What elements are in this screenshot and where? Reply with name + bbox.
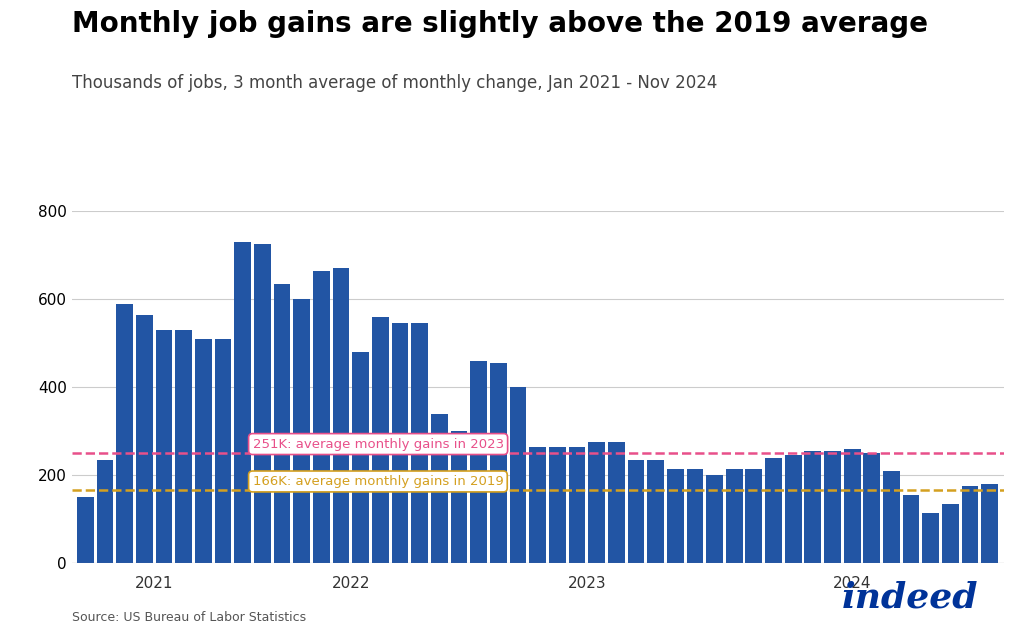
Text: Source: US Bureau of Labor Statistics: Source: US Bureau of Labor Statistics bbox=[72, 611, 306, 624]
Bar bbox=[805, 451, 821, 563]
Bar bbox=[77, 497, 94, 563]
Text: 2022: 2022 bbox=[332, 576, 370, 591]
Text: Monthly job gains are slightly above the 2019 average: Monthly job gains are slightly above the… bbox=[72, 10, 928, 38]
Text: Thousands of jobs, 3 month average of monthly change, Jan 2021 - Nov 2024: Thousands of jobs, 3 month average of mo… bbox=[72, 74, 717, 92]
Bar bbox=[568, 447, 586, 563]
Bar bbox=[96, 460, 114, 563]
Bar bbox=[942, 504, 958, 563]
Bar bbox=[470, 361, 487, 563]
Bar bbox=[923, 513, 939, 563]
Bar bbox=[431, 413, 447, 563]
Bar bbox=[686, 468, 703, 563]
Bar bbox=[313, 271, 330, 563]
Text: 2021: 2021 bbox=[135, 576, 173, 591]
Text: 2023: 2023 bbox=[567, 576, 606, 591]
Bar bbox=[372, 317, 389, 563]
Bar bbox=[844, 449, 860, 563]
Bar bbox=[391, 323, 409, 563]
Text: indeed: indeed bbox=[842, 580, 978, 614]
Bar bbox=[981, 484, 998, 563]
Bar bbox=[451, 431, 467, 563]
Bar bbox=[293, 299, 310, 563]
Bar bbox=[863, 453, 881, 563]
Bar bbox=[883, 471, 900, 563]
Bar bbox=[352, 352, 369, 563]
Bar bbox=[588, 442, 605, 563]
Bar bbox=[707, 475, 723, 563]
Bar bbox=[529, 447, 546, 563]
Bar bbox=[412, 323, 428, 563]
Text: 166K: average monthly gains in 2019: 166K: average monthly gains in 2019 bbox=[253, 475, 503, 488]
Bar bbox=[136, 315, 153, 563]
Bar bbox=[667, 468, 684, 563]
Bar bbox=[234, 242, 251, 563]
Bar bbox=[195, 339, 212, 563]
Bar bbox=[962, 486, 979, 563]
Bar bbox=[510, 387, 526, 563]
Bar bbox=[628, 460, 644, 563]
Bar bbox=[117, 303, 133, 563]
Bar bbox=[824, 451, 841, 563]
Bar bbox=[254, 244, 270, 563]
Bar bbox=[784, 456, 802, 563]
Bar bbox=[549, 447, 565, 563]
Bar bbox=[215, 339, 231, 563]
Bar bbox=[175, 330, 193, 563]
Bar bbox=[726, 468, 742, 563]
Bar bbox=[156, 330, 172, 563]
Bar bbox=[765, 458, 782, 563]
Bar bbox=[333, 268, 349, 563]
Bar bbox=[745, 468, 762, 563]
Bar bbox=[647, 460, 664, 563]
Bar bbox=[489, 363, 507, 563]
Bar bbox=[273, 284, 291, 563]
Text: 2024: 2024 bbox=[833, 576, 871, 591]
Bar bbox=[903, 495, 920, 563]
Bar bbox=[608, 442, 625, 563]
Text: 251K: average monthly gains in 2023: 251K: average monthly gains in 2023 bbox=[253, 438, 504, 451]
